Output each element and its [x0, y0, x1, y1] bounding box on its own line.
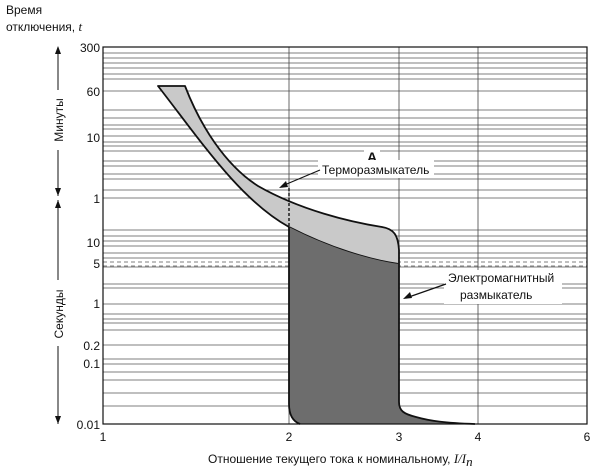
electromagnetic-band-right-edge [398, 264, 476, 425]
thermal-release-callout: Терморазмыкатель [279, 160, 434, 188]
y-axis-title-line-1: Время [6, 3, 42, 17]
y-tick-5-sec: 5 [93, 257, 100, 271]
y-tick-labels: 300 60 10 1 10 5 1 0.2 0.1 0.01 [77, 41, 101, 432]
x-axis-title: Отношение текущего тока к номинальному, … [208, 451, 473, 467]
thermal-release-band [157, 85, 400, 265]
y-tick-1-min: 1 [93, 192, 100, 206]
x-tick-2: 2 [286, 430, 293, 444]
x-tick-4: 4 [475, 430, 482, 444]
y-tick-60: 60 [87, 85, 101, 99]
seconds-section-marker: Секунды [51, 200, 66, 424]
y-tick-0.1: 0.1 [83, 357, 100, 371]
plot-frame [102, 46, 588, 425]
y-tick-300: 300 [80, 41, 100, 55]
y-axis-title-line-2: отключения, t [6, 19, 82, 34]
y-tick-10-sec: 10 [87, 236, 101, 250]
electromagnetic-release-band [289, 227, 460, 424]
y-tick-0.01: 0.01 [77, 418, 101, 432]
minutes-label: Минуты [52, 98, 66, 141]
y-tick-1-sec: 1 [93, 297, 100, 311]
y-tick-10-min: 10 [87, 131, 101, 145]
electromagnetic-release-label-1: Электромагнитный [448, 271, 554, 285]
y-tick-0.2: 0.2 [83, 339, 100, 353]
minutes-section-marker: Минуты [51, 46, 66, 196]
x-tick-labels: 1 2 3 4 6 [100, 430, 591, 444]
annotation-a: A [367, 149, 377, 165]
electromagnetic-release-label-2: размыкатель [460, 288, 532, 302]
x-tick-1: 1 [100, 430, 107, 444]
x-tick-3: 3 [396, 430, 403, 444]
x-tick-6: 6 [584, 430, 591, 444]
electromagnetic-release-callout: Электромагнитный размыкатель [403, 270, 562, 304]
seconds-label: Секунды [52, 290, 66, 339]
thermal-release-label: Терморазмыкатель [322, 163, 429, 177]
electromagnetic-band-left-edge [288, 227, 301, 425]
